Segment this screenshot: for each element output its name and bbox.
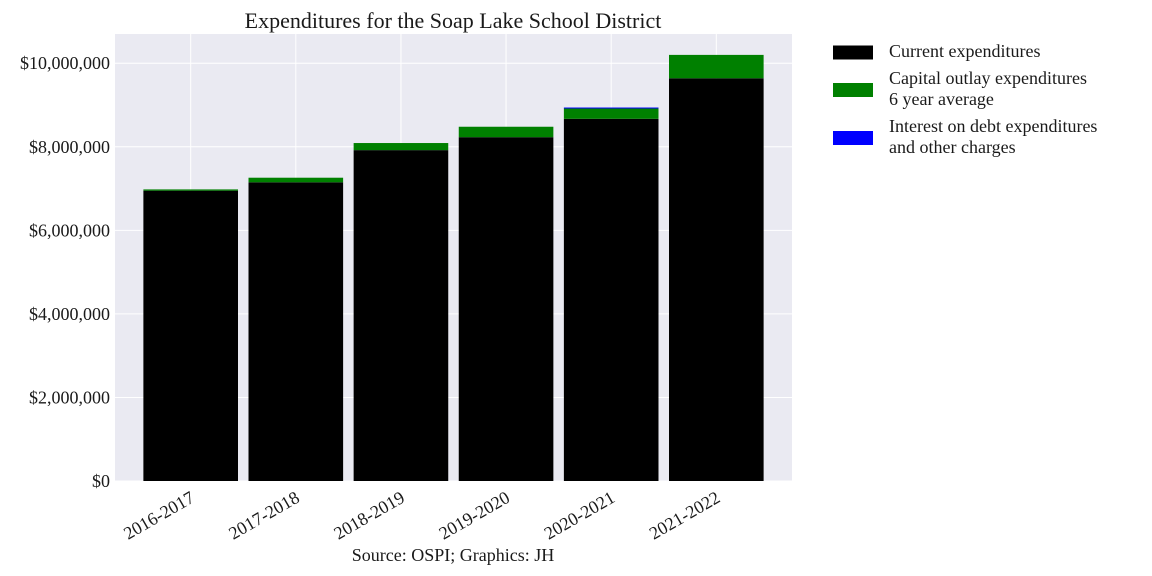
bar-segment-2 (669, 54, 764, 79)
x-tick-label: 2017-2018 (225, 487, 303, 543)
y-tick-label: $0 (92, 471, 110, 491)
x-axis: 2016-2017 2017-2018 2018-2019 2019-2020 2020… (120, 487, 723, 543)
bars (143, 54, 764, 482)
x-tick-label: 2019-2020 (436, 487, 514, 543)
legend: Current expenditures Capital outlay expen… (833, 41, 1097, 157)
bar-segment-1 (563, 118, 659, 481)
x-tick-label: 2021-2022 (646, 487, 724, 543)
bar-segment-1 (669, 78, 764, 482)
y-tick-label: $6,000,000 (29, 220, 110, 240)
x-tick-label: 2016-2017 (120, 487, 198, 543)
bar-segment-3 (563, 107, 659, 109)
chart-title: Expenditures for the Soap Lake School Di… (245, 8, 662, 33)
y-tick-label: $2,000,000 (29, 387, 110, 407)
bar-segment-2 (353, 143, 449, 151)
y-tick-label: $4,000,000 (29, 304, 110, 324)
bar-segment-2 (458, 126, 554, 138)
y-tick-label: $10,000,000 (20, 53, 110, 73)
x-tick-label: 2020-2021 (541, 487, 619, 543)
y-tick-label: $8,000,000 (29, 137, 110, 157)
bar-segment-2 (563, 108, 659, 119)
bar-segment-2 (248, 177, 344, 183)
bar-segment-1 (353, 150, 449, 481)
legend-label: Interest on debt expenditures and other c… (889, 116, 1097, 157)
legend-swatch (833, 131, 873, 145)
bar-segment-2 (143, 189, 238, 191)
bar-segment-1 (143, 190, 238, 481)
bar-segment-1 (458, 137, 554, 481)
source-note: Source: OSPI; Graphics: JH (352, 545, 554, 565)
legend-label: Current expenditures (889, 41, 1040, 61)
y-axis: $0 $2,000,000 $4,000,000 $6,000,000 $8,000,0… (20, 53, 110, 491)
legend-swatch (833, 45, 873, 60)
legend-label: Capital outlay expenditures 6 year averag… (889, 68, 1087, 109)
bar-segment-1 (248, 182, 344, 481)
x-tick-label: 2018-2019 (330, 487, 408, 543)
legend-swatch (833, 83, 873, 97)
